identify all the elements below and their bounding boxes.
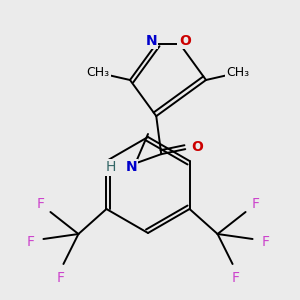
Text: F: F (252, 197, 260, 211)
Text: N: N (125, 160, 137, 174)
Text: O: O (179, 34, 191, 48)
Text: CH₃: CH₃ (86, 67, 110, 80)
Text: H: H (106, 160, 116, 174)
Text: O: O (191, 140, 203, 154)
Text: F: F (262, 235, 270, 249)
Text: F: F (36, 197, 44, 211)
Text: F: F (232, 271, 240, 285)
Text: N: N (146, 34, 157, 48)
Text: CH₃: CH₃ (226, 67, 250, 80)
Text: F: F (56, 271, 64, 285)
Text: F: F (26, 235, 34, 249)
